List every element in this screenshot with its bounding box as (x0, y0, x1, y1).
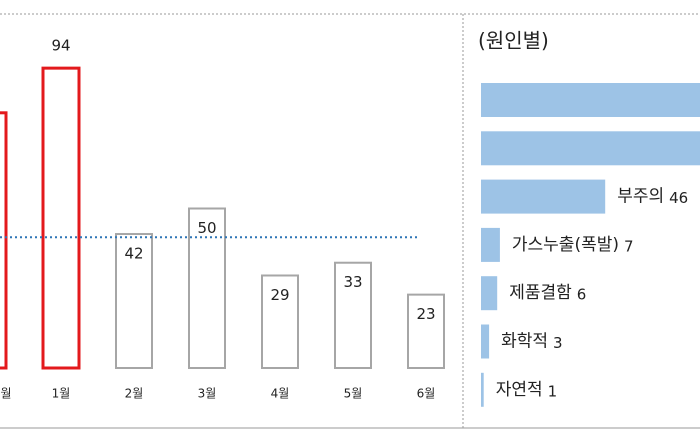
value-label: 23 (416, 305, 435, 323)
value-label: 94 (51, 37, 70, 55)
bar (481, 179, 606, 214)
value-label: 46 (669, 189, 688, 207)
category-label: 가스누출(폭발) (512, 235, 619, 255)
value-label: 1 (548, 382, 558, 400)
x-tick-label: 5월 (344, 387, 363, 401)
bar (334, 261, 372, 370)
category-label: 제품결함 (509, 283, 572, 303)
value-label: 50 (197, 219, 216, 237)
bar (481, 276, 498, 311)
value-label: 33 (343, 273, 362, 291)
x-tick-label: 6월 (417, 387, 436, 401)
value-label: 3 (553, 334, 563, 352)
bar (481, 83, 700, 117)
bar (407, 293, 445, 370)
category-label: 화학적 (501, 332, 548, 352)
x-tick-label: 1월 (52, 387, 71, 401)
value-label: 7 (624, 237, 634, 255)
bar (115, 233, 153, 369)
category-label: 부주의 (617, 187, 664, 207)
category-label: 자연적 (496, 380, 543, 400)
x-tick-label: 2월 (125, 387, 144, 401)
bar (481, 131, 700, 166)
value-label: 42 (124, 245, 143, 263)
bar (481, 324, 490, 359)
bar (481, 227, 500, 262)
x-tick-label: 4월 (271, 387, 290, 401)
panel-title: (원인별) (478, 29, 549, 53)
value-label: 29 (270, 286, 289, 304)
bar (0, 111, 8, 370)
x-tick-label: 3월 (198, 387, 217, 401)
x-tick-label: 월 (0, 387, 11, 401)
bar (261, 274, 299, 369)
value-label: 6 (577, 286, 587, 304)
bar (188, 207, 226, 369)
bar (41, 66, 81, 370)
bar (481, 372, 484, 407)
